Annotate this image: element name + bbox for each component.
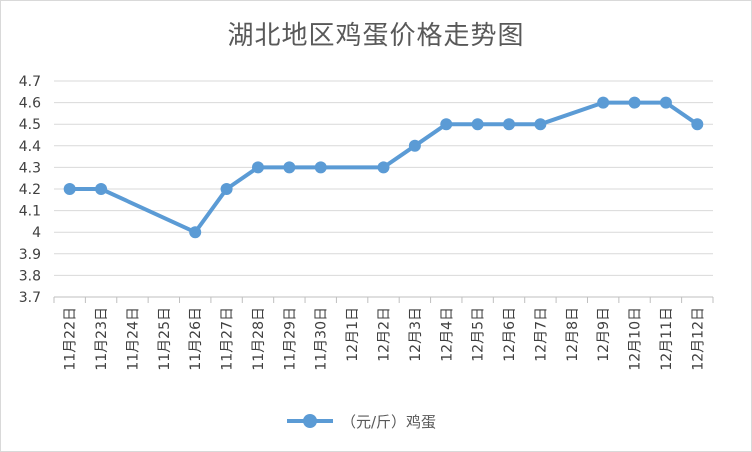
data-point	[440, 118, 453, 131]
x-tick-label: 11月23日	[94, 307, 110, 371]
data-point	[408, 139, 421, 152]
y-tick-label: 4.4	[19, 139, 41, 155]
x-tick-label: 12月2日	[377, 307, 393, 362]
x-tick-label: 11月29日	[282, 307, 298, 371]
data-point	[95, 183, 108, 195]
data-point	[659, 96, 672, 109]
legend-marker	[287, 414, 333, 428]
x-tick-label: 11月26日	[188, 307, 204, 371]
legend[interactable]: （元/斤）鸡蛋	[287, 409, 436, 433]
x-tick-label: 12月8日	[565, 307, 581, 362]
x-tick-label: 11月30日	[314, 307, 330, 371]
y-tick-label: 4.6	[19, 96, 41, 112]
x-tick-label: 12月1日	[345, 307, 361, 362]
data-point	[283, 161, 296, 174]
x-tick-label: 12月9日	[596, 307, 612, 362]
y-tick-label: 3.9	[19, 247, 41, 263]
x-tick-label: 11月27日	[220, 307, 236, 371]
data-point	[503, 118, 516, 131]
x-tick-label: 12月5日	[471, 307, 487, 362]
x-tick-label: 11月22日	[63, 307, 79, 371]
y-tick-label: 4.1	[19, 204, 41, 220]
y-tick-label: 4	[32, 225, 41, 241]
data-point	[691, 118, 704, 131]
y-tick-label: 4.3	[19, 160, 41, 176]
y-tick-label: 4.2	[19, 182, 41, 198]
x-tick-label: 12月11日	[659, 307, 675, 371]
x-tick-label: 11月24日	[125, 307, 141, 371]
data-point	[189, 226, 202, 239]
data-point	[471, 118, 484, 131]
data-point	[534, 118, 547, 131]
y-tick-label: 4.5	[19, 117, 41, 133]
chart-title: 湖北地区鸡蛋价格走势图	[227, 21, 525, 51]
data-point	[63, 183, 76, 195]
y-tick-label: 3.7	[19, 290, 41, 306]
x-tick-label: 11月25日	[157, 307, 173, 371]
x-tick-label: 12月4日	[439, 307, 455, 362]
legend-label: （元/斤）鸡蛋	[341, 412, 437, 431]
data-point	[314, 161, 327, 174]
data-point	[251, 161, 264, 174]
x-tick-label: 12月3日	[408, 307, 424, 362]
data-point	[220, 183, 233, 195]
x-tick-label: 12月10日	[628, 307, 644, 371]
x-tick-label: 11月28日	[251, 307, 267, 371]
y-tick-label: 3.8	[19, 268, 41, 284]
y-tick-label: 4.7	[19, 74, 41, 90]
x-tick-label: 12月7日	[533, 307, 549, 362]
data-point	[628, 96, 641, 109]
data-point	[597, 96, 610, 109]
x-tick-label: 12月6日	[502, 307, 518, 362]
x-tick-label: 12月12日	[690, 307, 706, 371]
data-point	[377, 161, 390, 174]
